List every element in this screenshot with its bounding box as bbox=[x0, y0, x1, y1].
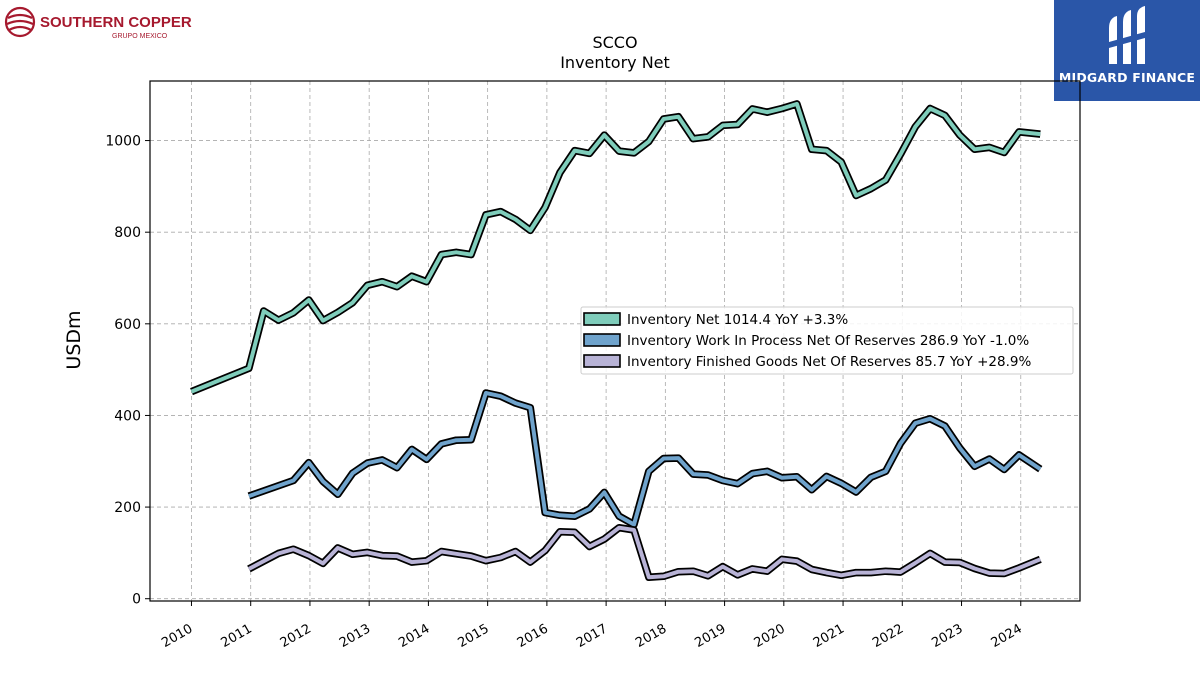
southern-copper-logo: SOUTHERN COPPER GRUPO MEXICO bbox=[4, 4, 204, 44]
series-line bbox=[248, 391, 1042, 527]
y-tick-label: 600 bbox=[114, 317, 141, 333]
legend-label: Inventory Finished Goods Net Of Reserves… bbox=[627, 354, 1031, 370]
x-tick-label: 2012 bbox=[278, 621, 314, 651]
x-tick-label: 2015 bbox=[455, 621, 491, 651]
series-line-outline bbox=[247, 389, 1043, 529]
series-line bbox=[247, 525, 1042, 580]
y-tick-label: 400 bbox=[114, 408, 141, 424]
midgard-emblem-icon bbox=[1109, 6, 1145, 64]
series-lines bbox=[190, 100, 1043, 581]
legend-label: Inventory Work In Process Net Of Reserve… bbox=[627, 333, 1029, 349]
x-tick-label: 2017 bbox=[574, 621, 610, 651]
midgard-wordmark: MIDGARD FINANCE bbox=[1058, 70, 1196, 85]
x-tick-label: 2010 bbox=[159, 621, 195, 651]
southern-copper-submark: GRUPO MEXICO bbox=[112, 33, 168, 40]
x-tick-label: 2016 bbox=[515, 621, 551, 651]
series-1 bbox=[190, 100, 1041, 396]
x-tick-label: 2022 bbox=[870, 621, 906, 651]
x-tick-label: 2019 bbox=[692, 621, 728, 651]
legend-label: Inventory Net 1014.4 YoY +3.3% bbox=[627, 312, 848, 328]
y-axis-ticks: 0 200 400 600 800 1000 bbox=[105, 134, 150, 608]
x-axis-ticks: 2010 2011 2012 2013 2014 2015 2016 2017 2018 2019… bbox=[159, 601, 1025, 651]
x-tick-label: 2023 bbox=[929, 621, 965, 651]
legend-swatch bbox=[583, 354, 621, 368]
series-2 bbox=[247, 389, 1043, 529]
legend: Inventory Net 1014.4 YoY +3.3% Inventory … bbox=[580, 306, 1074, 375]
x-tick-label: 2021 bbox=[811, 621, 847, 651]
southern-copper-wordmark: SOUTHERN COPPER bbox=[40, 14, 192, 31]
y-tick-label: 0 bbox=[132, 592, 141, 608]
series-3 bbox=[247, 523, 1042, 581]
series-line bbox=[190, 101, 1041, 394]
chart-title: SCCO bbox=[592, 33, 637, 52]
x-tick-label: 2014 bbox=[396, 621, 432, 651]
x-tick-label: 2018 bbox=[633, 621, 669, 651]
x-tick-label: 2011 bbox=[219, 621, 255, 651]
chart-subtitle: Inventory Net bbox=[560, 53, 670, 72]
plot-frame bbox=[149, 80, 1081, 602]
legend-swatch bbox=[583, 333, 621, 347]
legend-box bbox=[580, 306, 1074, 375]
y-axis-label: USDm bbox=[63, 310, 85, 369]
x-tick-label: 2020 bbox=[752, 621, 788, 651]
y-tick-label: 800 bbox=[114, 225, 141, 241]
southern-copper-emblem-icon: SOUTHERN COPPER GRUPO MEXICO bbox=[4, 6, 192, 40]
legend-swatch bbox=[583, 312, 621, 326]
x-tick-label: 2013 bbox=[337, 621, 373, 651]
x-tick-label: 2024 bbox=[989, 621, 1025, 651]
y-tick-label: 1000 bbox=[105, 134, 141, 150]
midgard-finance-logo: MIDGARD FINANCE bbox=[1054, 0, 1200, 101]
y-tick-label: 200 bbox=[114, 500, 141, 516]
